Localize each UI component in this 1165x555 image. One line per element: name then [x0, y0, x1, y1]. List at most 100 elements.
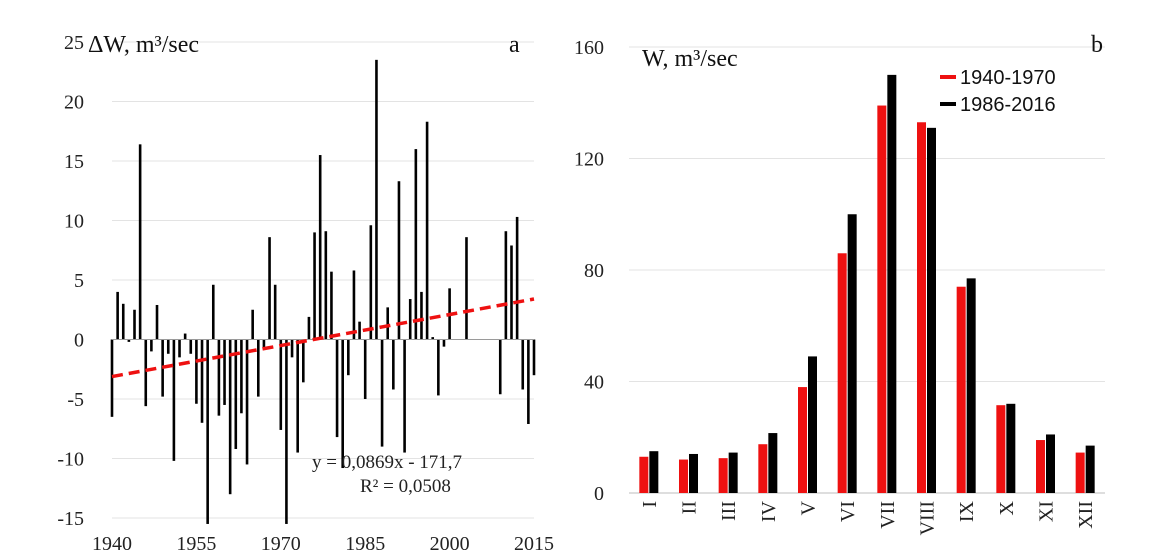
bar	[532, 339, 536, 376]
bar	[138, 144, 142, 340]
bar	[403, 339, 406, 453]
bar	[718, 458, 728, 493]
grid-lines	[112, 41, 534, 519]
bar	[437, 339, 440, 396]
x-tick-label: IV	[758, 500, 780, 522]
x-tick-labels: I II III IV V VI VII VIII IX X XI XII	[639, 500, 1097, 535]
bar	[347, 339, 350, 376]
bar	[155, 304, 159, 340]
bar	[431, 337, 435, 340]
panel-letter: b	[1091, 32, 1103, 58]
bar	[966, 278, 976, 493]
bar	[758, 444, 768, 493]
bar	[392, 339, 395, 390]
x-tick-label: III	[718, 501, 740, 521]
x-tick-label: IX	[956, 500, 978, 522]
y-tick-label: 40	[584, 372, 604, 394]
bar	[408, 299, 412, 340]
bar	[217, 339, 221, 416]
bar	[178, 339, 181, 358]
bar	[363, 339, 367, 399]
bar	[133, 309, 136, 340]
x-tick-label: V	[798, 500, 820, 515]
bar	[679, 459, 688, 493]
bar	[330, 271, 333, 340]
bar	[956, 286, 966, 493]
bar	[268, 237, 271, 340]
y-tick-label: 10	[64, 211, 84, 233]
x-tick-label: X	[996, 500, 1018, 515]
bar	[515, 216, 519, 340]
bar	[150, 339, 153, 352]
y-tick-label: 15	[64, 151, 84, 173]
bar	[414, 149, 418, 340]
bar	[397, 181, 401, 340]
bar	[1036, 440, 1045, 493]
trend-equation: y = 0,0869x - 171,7	[312, 452, 462, 473]
bar	[689, 453, 698, 493]
bar	[527, 339, 530, 424]
bar	[352, 270, 356, 340]
x-tick-label: 1970	[261, 533, 301, 555]
bar	[127, 339, 131, 342]
bar	[847, 214, 857, 493]
bar	[504, 231, 508, 340]
bar	[290, 339, 294, 358]
bar	[200, 339, 204, 423]
bar	[1075, 452, 1085, 493]
bar	[639, 456, 649, 493]
bar	[206, 339, 209, 524]
x-tick-label: 2015	[514, 533, 554, 555]
bar-series	[639, 74, 1095, 494]
bar	[256, 339, 260, 397]
bar	[358, 321, 361, 340]
bar	[324, 231, 328, 340]
y-tick-label: -15	[57, 508, 84, 530]
panel-letter: a	[509, 32, 520, 58]
y-tick-label: 0	[594, 483, 604, 505]
bar	[223, 339, 226, 405]
bar	[195, 339, 198, 404]
x-tick-label: XI	[1036, 501, 1058, 522]
y-tick-label: -5	[67, 389, 84, 411]
bar	[369, 225, 373, 340]
bar	[116, 291, 119, 340]
bar	[996, 405, 1006, 493]
bar-series	[110, 59, 536, 524]
bar	[465, 237, 468, 340]
y-tick-labels: 25 20 15 10 5 0 -5 -10 -15	[57, 32, 84, 530]
bar	[313, 232, 316, 340]
bar	[442, 339, 446, 347]
chart-title: W, m³/sec	[642, 46, 738, 72]
bar	[189, 339, 193, 354]
bar	[110, 339, 114, 417]
x-tick-label: 1985	[345, 533, 385, 555]
x-tick-label: II	[679, 501, 701, 514]
bar	[877, 105, 887, 493]
bar	[1046, 434, 1055, 493]
bar	[510, 245, 513, 340]
bar	[262, 339, 266, 348]
bar	[144, 339, 148, 407]
bar	[211, 284, 215, 340]
bar	[318, 155, 322, 340]
bar	[808, 356, 817, 493]
legend-item-1940-1970: 1940-1970	[940, 67, 1056, 89]
legend-label: 1940-1970	[960, 67, 1056, 89]
x-tick-labels: 1940 1955 1970 1985 2000 2015	[92, 533, 554, 555]
legend: 1940-1970 1986-2016	[940, 67, 1056, 116]
x-tick-label: XII	[1075, 501, 1097, 529]
x-tick-label: 2000	[430, 533, 470, 555]
x-tick-label: 1940	[92, 533, 132, 555]
trend-r-squared: R² = 0,0508	[360, 476, 451, 497]
y-tick-label: 20	[64, 92, 84, 114]
bar	[251, 309, 254, 340]
bar	[228, 339, 232, 495]
legend-item-1986-2016: 1986-2016	[940, 94, 1056, 116]
y-tick-label: 80	[584, 260, 604, 282]
bar	[245, 339, 249, 465]
bar	[498, 339, 502, 395]
bar	[307, 316, 311, 340]
bar	[335, 339, 339, 438]
